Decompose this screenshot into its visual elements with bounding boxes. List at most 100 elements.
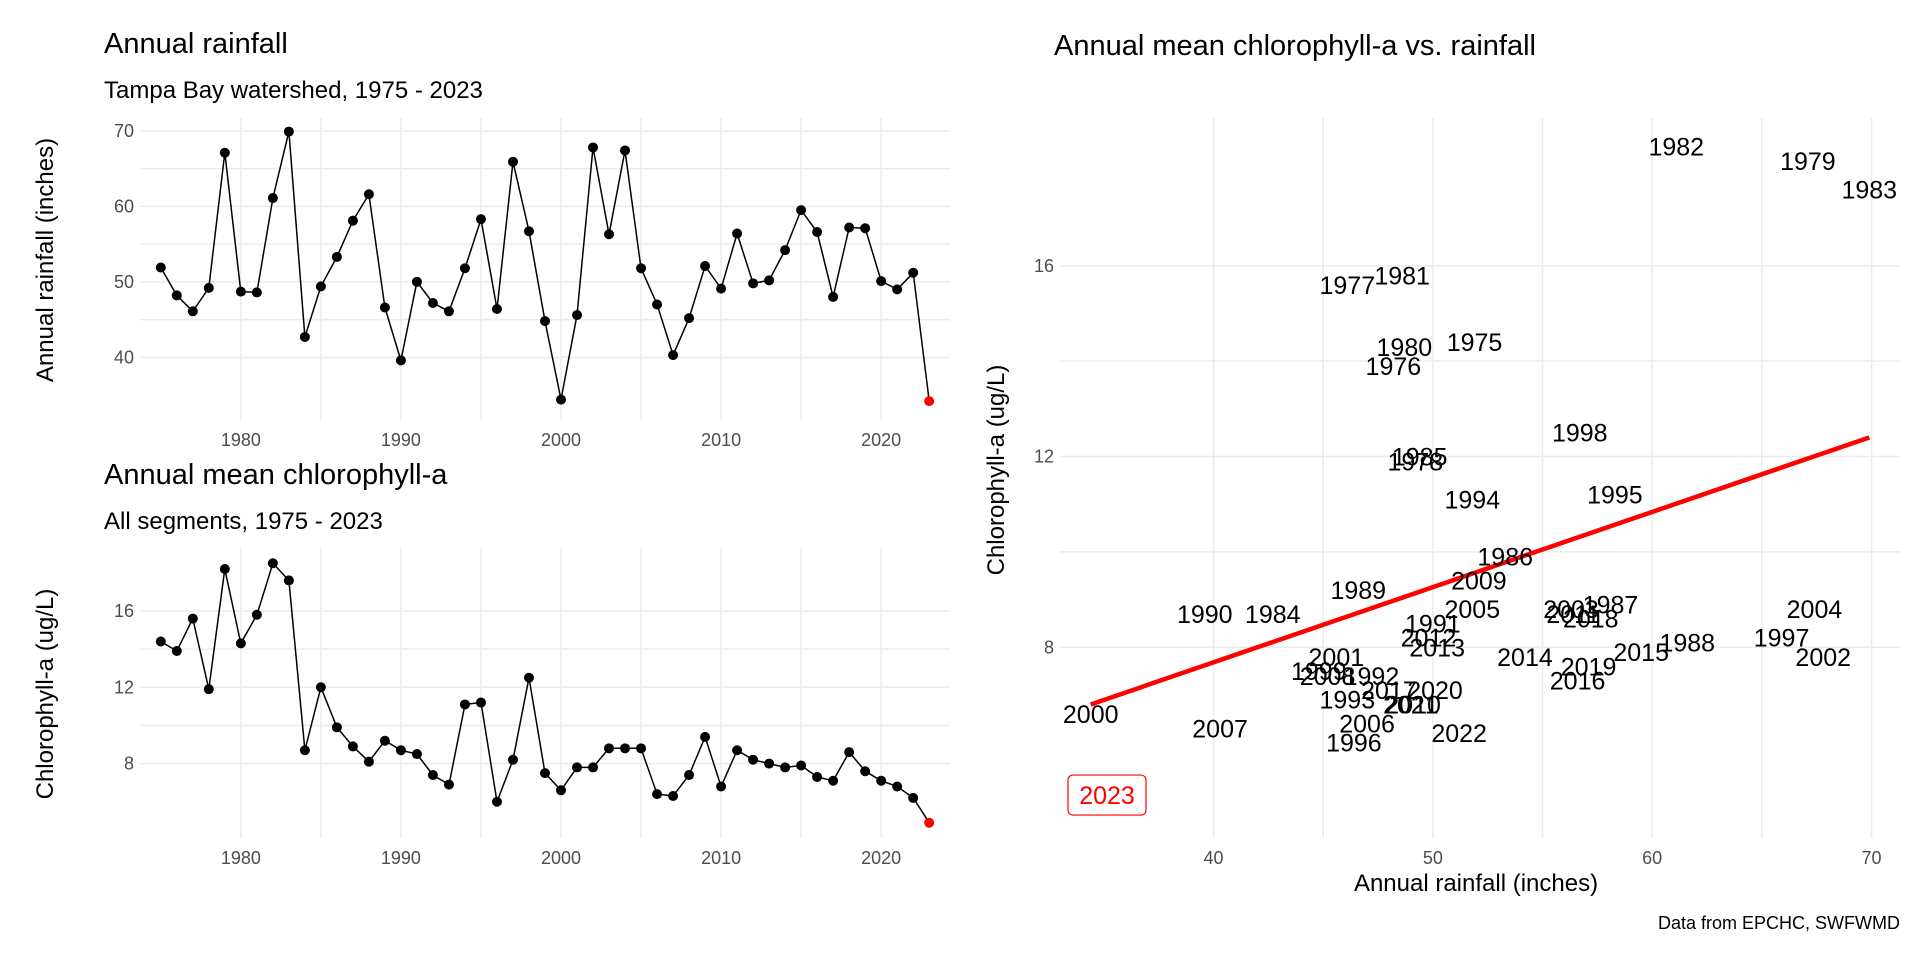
year-label: 1975 (1447, 329, 1503, 357)
data-point (267, 558, 278, 569)
x-tick-label: 1980 (221, 430, 261, 450)
data-point (764, 758, 775, 769)
year-label: 1996 (1326, 730, 1382, 758)
data-point (684, 770, 695, 781)
year-label: 1999 (1291, 658, 1347, 686)
data-point (748, 278, 759, 289)
chlorophyll-y-axis-title: Chlorophyll-a (ug/L) (32, 589, 59, 800)
year-label: 1985 (1392, 444, 1448, 472)
year-label: 2012 (1401, 625, 1457, 653)
data-point (908, 267, 919, 278)
data-point (668, 791, 679, 802)
scatter-tick-labels: 40 50 60 70 8 12 16 (1034, 256, 1882, 868)
year-label: 2016 (1550, 668, 1606, 696)
data-point (491, 304, 502, 315)
data-point (523, 226, 534, 237)
data-point (299, 331, 310, 342)
data-point (235, 286, 246, 297)
year-label: 2001 (1309, 644, 1365, 672)
y-tick-label: 16 (114, 601, 134, 621)
year-label: 1991 (1405, 610, 1461, 638)
data-point (363, 756, 374, 767)
year-label: 1979 (1780, 148, 1836, 176)
data-point (427, 770, 438, 781)
chlorophyll-chart-title: Annual mean chlorophyll-a (104, 459, 448, 491)
year-label: 2002 (1795, 644, 1851, 672)
data-point (523, 672, 534, 683)
year-label: 2005 (1445, 596, 1501, 624)
highlighted-data-point (924, 396, 935, 407)
x-tick-label: 70 (1861, 848, 1881, 868)
year-label: 1993 (1319, 687, 1375, 715)
data-point (251, 609, 262, 620)
year-label: 1994 (1445, 486, 1501, 514)
data-point (427, 297, 438, 308)
x-tick-label: 50 (1423, 848, 1443, 868)
data-point (636, 263, 647, 274)
year-label: 1989 (1330, 577, 1386, 605)
data-point (331, 722, 342, 733)
data-point (283, 126, 294, 137)
rainfall-chart-subtitle: Tampa Bay watershed, 1975 - 2023 (104, 77, 483, 104)
rainfall-points (155, 126, 935, 407)
data-point (507, 156, 518, 167)
data-point (796, 205, 807, 216)
data-point (379, 735, 390, 746)
data-point (187, 613, 198, 624)
data-point (251, 287, 262, 298)
data-point (604, 229, 615, 240)
year-label: 2000 (1063, 701, 1119, 729)
data-point (780, 762, 791, 773)
year-label: 2013 (1409, 634, 1465, 662)
year-label: 2003 (1543, 596, 1599, 624)
year-label: 1983 (1841, 177, 1897, 205)
data-point (556, 394, 567, 405)
data-point (491, 796, 502, 807)
rainfall-timeseries-panel: Annual rainfall Tampa Bay watershed, 197… (32, 28, 950, 450)
year-label: 1997 (1754, 625, 1810, 653)
scatter-gridlines (1060, 118, 1900, 838)
data-point (748, 754, 759, 765)
year-label: 1992 (1344, 663, 1400, 691)
data-point (171, 646, 182, 657)
data-point (219, 563, 230, 574)
data-point (812, 227, 823, 238)
data-point (876, 775, 887, 786)
data-point (315, 682, 326, 693)
y-tick-label: 60 (114, 196, 134, 216)
data-point (716, 781, 727, 792)
data-point (540, 316, 550, 327)
year-label: 2011 (1546, 601, 1600, 629)
chlorophyll-chart-subtitle: All segments, 1975 - 2023 (104, 508, 383, 535)
year-label: 2017 (1361, 677, 1417, 705)
year-label: 1990 (1177, 601, 1233, 629)
data-point (844, 747, 855, 758)
data-point (203, 282, 214, 293)
highlight-label-box (1067, 774, 1147, 816)
data-point (732, 228, 743, 239)
data-point (459, 699, 470, 710)
year-label: 2009 (1451, 568, 1507, 596)
data-source-caption: Data from EPCHC, SWFWMD (1658, 913, 1900, 933)
year-label: 2008 (1300, 663, 1356, 691)
data-point (443, 306, 454, 317)
data-point (411, 749, 422, 760)
year-label: 2014 (1497, 644, 1553, 672)
x-tick-label: 2010 (701, 430, 741, 450)
data-point (395, 745, 406, 756)
chlorophyll-tick-labels: 1980 1990 2000 2010 2020 8 12 16 (114, 601, 901, 868)
data-point (459, 263, 470, 274)
data-point (331, 251, 342, 262)
data-point (828, 291, 839, 302)
year-label: 2006 (1339, 711, 1395, 739)
year-label: 1998 (1552, 420, 1608, 448)
data-point (187, 306, 198, 317)
data-point (700, 731, 711, 742)
data-point (475, 697, 486, 708)
year-label: 1977 (1319, 272, 1375, 300)
data-point (652, 299, 663, 310)
data-point (684, 313, 695, 324)
year-label: 1986 (1477, 544, 1533, 572)
data-point (395, 355, 406, 366)
